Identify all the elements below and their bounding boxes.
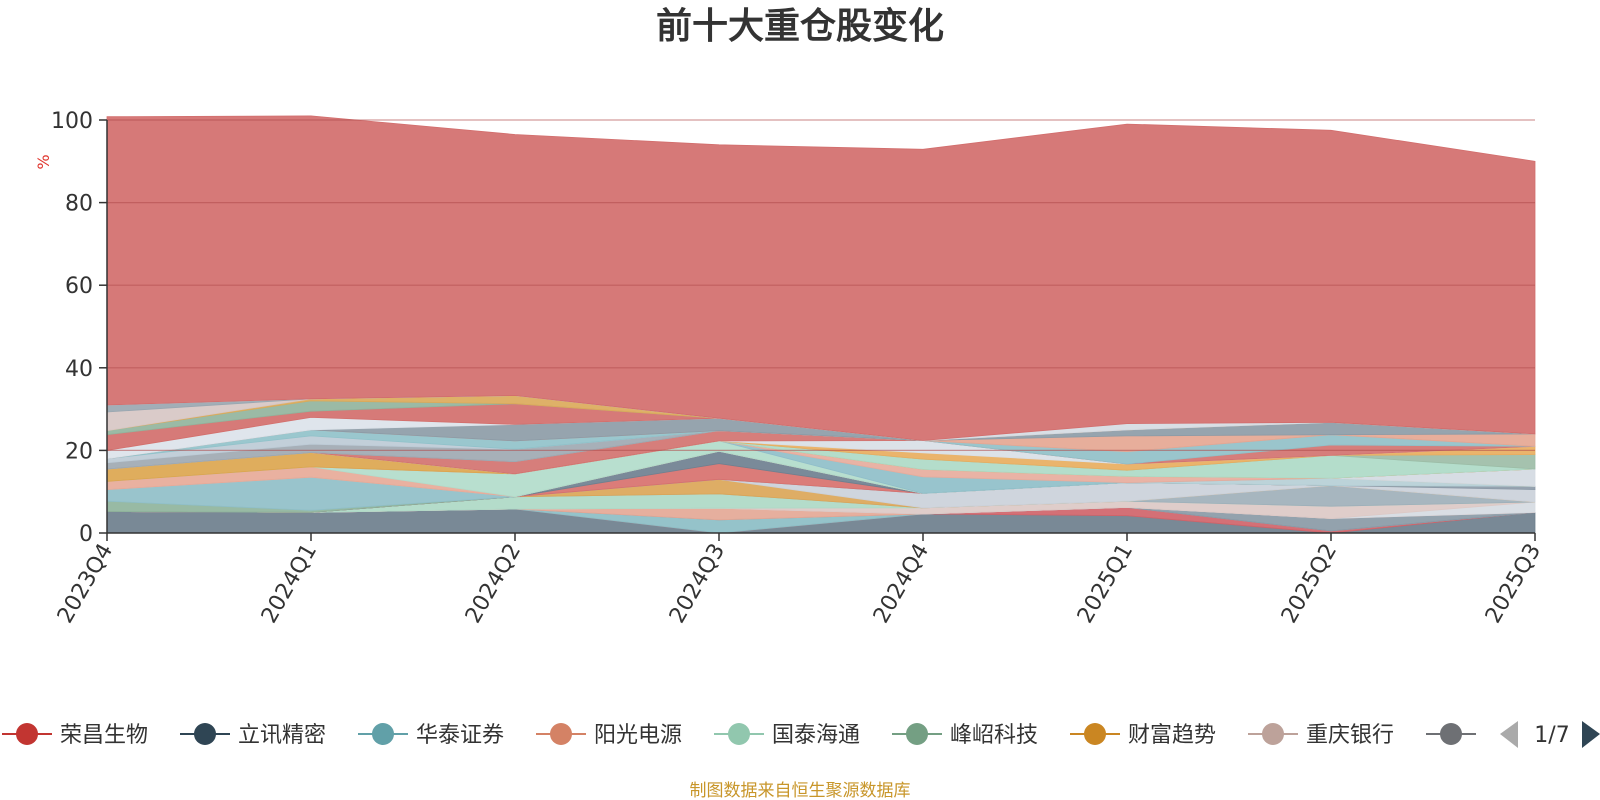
legend-item-label: 峰岹科技 xyxy=(950,723,1038,748)
legend-page-indicator: 1/7 xyxy=(1534,723,1569,748)
legend-item-label: 国泰海通 xyxy=(772,723,860,748)
legend-item[interactable]: 重庆银行 xyxy=(1248,723,1394,748)
y-axis-ticks: 0 20 40 60 80 100 xyxy=(51,109,107,547)
x-tick-label: 2025Q2 xyxy=(1277,540,1342,628)
legend-item-label: 华泰证券 xyxy=(416,723,504,748)
legend-marker-icon xyxy=(1440,723,1462,745)
legend-next-page-icon[interactable] xyxy=(1582,721,1600,748)
legend-item-label: 重庆银行 xyxy=(1306,723,1394,748)
x-tick-label: 2025Q1 xyxy=(1073,540,1138,628)
legend-item[interactable]: 峰岹科技 xyxy=(892,723,1038,748)
legend-pager: 1/7 xyxy=(1500,721,1600,748)
area-series-group xyxy=(106,115,1536,534)
x-tick-label: 2024Q4 xyxy=(869,540,934,628)
legend-item-label: 荣昌生物 xyxy=(60,723,148,748)
x-tick-label: 2024Q1 xyxy=(257,540,322,628)
legend-item[interactable]: 立讯精密 xyxy=(180,723,326,748)
legend-marker-icon xyxy=(1262,723,1284,745)
legend-item-label: 阳光电源 xyxy=(594,723,682,748)
y-tick-label: 60 xyxy=(65,274,93,299)
legend-item-label: 财富趋势 xyxy=(1128,723,1216,748)
legend-item-label: 景 xyxy=(1484,723,1506,748)
legend-marker-icon xyxy=(16,723,38,745)
legend-prev-page-icon[interactable] xyxy=(1500,721,1518,748)
legend-item[interactable]: 景 xyxy=(1426,723,1506,748)
x-tick-label: 2024Q2 xyxy=(461,540,526,628)
legend-item-label: 立讯精密 xyxy=(238,723,326,748)
legend: 荣昌生物 立讯精密 华泰证券 阳光电源 国泰海通 峰岹科技 财富趋势 重庆银行 景 xyxy=(2,723,1506,748)
legend-item[interactable]: 国泰海通 xyxy=(714,723,860,748)
legend-item[interactable]: 财富趋势 xyxy=(1070,723,1216,748)
legend-item[interactable]: 阳光电源 xyxy=(536,723,682,748)
x-tick-label: 2023Q4 xyxy=(53,540,118,628)
y-tick-label: 20 xyxy=(65,439,93,464)
area-series-42 xyxy=(106,115,1536,441)
y-tick-label: 80 xyxy=(65,192,93,217)
legend-item[interactable]: 荣昌生物 xyxy=(2,723,148,748)
x-tick-label: 2025Q3 xyxy=(1481,540,1546,628)
x-tick-label: 2024Q3 xyxy=(665,540,730,628)
axes xyxy=(106,120,1535,534)
legend-marker-icon xyxy=(906,723,928,745)
x-axis-ticks: 2023Q4 2024Q1 2024Q2 2024Q3 2024Q4 2025Q1 2025… xyxy=(53,533,1546,628)
grid-lines xyxy=(107,119,1535,451)
legend-marker-icon xyxy=(550,723,572,745)
y-axis-unit: % xyxy=(34,154,53,169)
y-tick-label: 0 xyxy=(79,522,93,547)
legend-item[interactable]: 华泰证券 xyxy=(358,723,504,748)
legend-marker-icon xyxy=(372,723,394,745)
data-source-note: 制图数据来自恒生聚源数据库 xyxy=(690,781,911,800)
legend-marker-icon xyxy=(194,723,216,745)
legend-marker-icon xyxy=(1084,723,1106,745)
y-tick-label: 100 xyxy=(51,109,93,134)
chart-title: 前十大重仓股变化 xyxy=(656,5,944,47)
legend-marker-icon xyxy=(728,723,750,745)
y-tick-label: 40 xyxy=(65,357,93,382)
